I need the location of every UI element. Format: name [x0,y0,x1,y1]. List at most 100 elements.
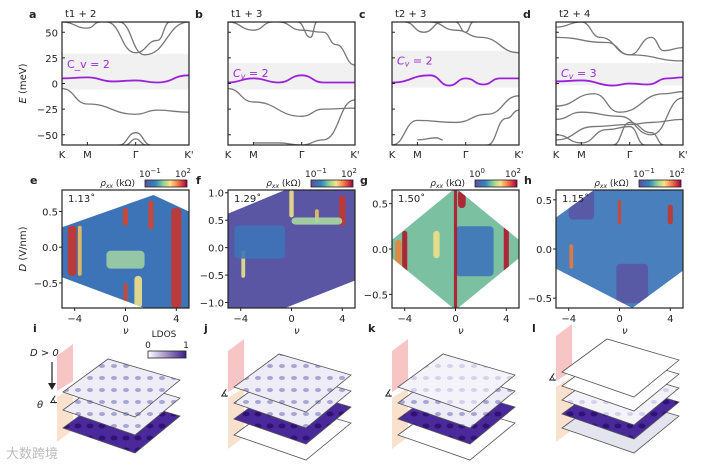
ldos-stack-j: j ν ∡ [203,322,352,461]
displacement-field-label: D > 0 [30,348,59,359]
k-tick-label: K [389,150,396,161]
band-curves [556,22,683,145]
band-line [228,22,273,31]
map-features [234,190,346,278]
band-line [119,132,152,145]
y-tick-label: −1.0 [200,299,224,310]
band-panel-b: b t1 + 3 Cv = 2 K M Γ K' [195,8,360,161]
panel-letter: a [29,8,36,21]
x-tick-label: −4 [233,314,248,325]
y-tick-label: 0.5 [42,207,58,218]
band-panel-c: c t2 + 3 Cv = 2 K M Γ K' [359,8,524,161]
colorbar [638,179,682,188]
k-tick-label: K' [350,150,359,161]
resistivity-map-row: 1.13˚ e 10−1 102 ρxx (kΩ) 0.5 0.0 −0.5 −4 0 4 D (V/… [18,167,685,325]
colorbar-max-label: 102 [669,167,685,180]
graphene-layer-dots [62,358,181,418]
k-tick-label: Γ [463,150,469,161]
chern-label: Cv = 3 [561,67,597,81]
x-tick-label: 0 [122,314,128,325]
k-tick-label: K [225,150,232,161]
y-tick-label: 0 [52,80,58,91]
resistance-feature [148,200,154,230]
y-axis-label: D (V/nm) [18,226,29,271]
y-tick-label: −0.5 [528,294,552,305]
panel-title: t1 + 3 [231,9,262,20]
resistance-feature [77,225,82,276]
band-line [62,22,101,29]
y-tick-label: 50 [45,28,58,39]
band-line [556,97,683,136]
band-line [253,99,355,145]
resistance-feature [106,250,145,269]
y-tick-label: 0.0 [372,245,388,256]
band-line [556,125,646,145]
y-tick-label: −0.5 [364,290,388,301]
twist-angle-icon: ∡ [220,389,229,400]
band-line [430,22,519,54]
resistance-feature [122,207,129,226]
resistance-feature [289,190,294,218]
band-line [278,22,355,66]
panel-title: t2 + 3 [395,9,426,20]
ldos-stack-l: l ν ∡ [532,322,680,454]
twist-angle-icon: ∡ [384,389,393,400]
colorbar [474,179,518,188]
resistance-feature [134,275,143,308]
resistivity-map-g: 1.50˚ g 100 102 ρxx (kΩ) 0.5 0.0 −0.5 −4 0 4 [360,167,521,325]
colorbar-title: ρxx (kΩ) [266,179,301,190]
flat-band-line [228,74,355,84]
chern-label: C_v = 2 [67,58,110,71]
ldos-stack-i: i ν ∡ [33,322,181,454]
y-tick-label: 1.0 [208,189,224,200]
resistance-feature [503,212,509,286]
band-line [297,22,318,39]
band-curves [62,22,189,145]
resistivity-map-e: 1.13˚ e 10−1 102 ρxx (kΩ) 0.5 0.0 −0.5 −4 0 4 D (V/… [18,167,191,325]
y-tick-label: 0.5 [208,216,224,227]
x-tick-label: 4 [173,314,179,325]
twist-angle-label: 1.15˚ [562,193,589,205]
graphene-layer-dots [233,353,352,413]
chern-label: Cv = 2 [233,67,269,81]
panel-letter: h [524,174,532,187]
colorbar-max-label: 102 [505,167,521,180]
band-line [556,36,683,56]
band-line [455,22,474,33]
gap-shading [392,50,519,88]
band-line [556,91,683,113]
x-tick-label: −4 [397,314,412,325]
band-curves [228,22,355,145]
colorbar-max-label: 102 [175,167,191,180]
gap-shading [62,53,189,90]
band-panel-d: d t2 + 4 Cv = 3 K M Γ K' [523,8,688,161]
y-tick-label: −0.5 [34,279,58,290]
flat-band-line [392,74,519,87]
x-tick-label: 0 [452,314,458,325]
filling-label: ν [123,326,129,337]
resistivity-map-h: 1.15˚ h 10−1 102 ρxx (kΩ) 0.5 0.0 −0.5 −4 0 4 [524,167,685,325]
y-tick-label: −25 [37,105,58,116]
colorbar-title: ρxx (kΩ) [594,179,629,190]
y-tick-label: 0.5 [536,196,552,207]
y-tick-label: 0.0 [536,245,552,256]
band-line [612,121,665,145]
resistance-feature [453,190,458,308]
top-gate-plane [57,344,73,391]
x-tick-label: −4 [67,314,82,325]
band-line [118,22,189,56]
band-line [125,138,146,145]
panel-letter: l [532,322,536,335]
resistance-feature [339,195,346,226]
x-tick-label: −4 [561,314,576,325]
y-tick-label: −0.5 [200,271,224,282]
band-line [404,22,443,33]
top-gate-plane [392,339,408,392]
panel-letter: j [203,322,208,335]
k-tick-label: Γ [299,150,305,161]
twist-angle-label: 1.29˚ [234,193,261,205]
filling-label: ν [458,326,464,337]
